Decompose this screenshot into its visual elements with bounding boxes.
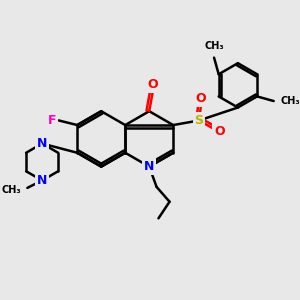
Text: O: O: [196, 92, 206, 105]
Text: CH₃: CH₃: [280, 96, 300, 106]
Text: N: N: [37, 137, 47, 150]
Text: S: S: [195, 114, 204, 127]
Text: F: F: [48, 114, 56, 127]
Text: N: N: [37, 174, 47, 187]
Text: O: O: [148, 78, 158, 91]
Text: CH₃: CH₃: [204, 41, 224, 51]
Text: N: N: [144, 160, 154, 173]
Text: CH₃: CH₃: [1, 185, 21, 195]
Text: O: O: [214, 125, 225, 138]
